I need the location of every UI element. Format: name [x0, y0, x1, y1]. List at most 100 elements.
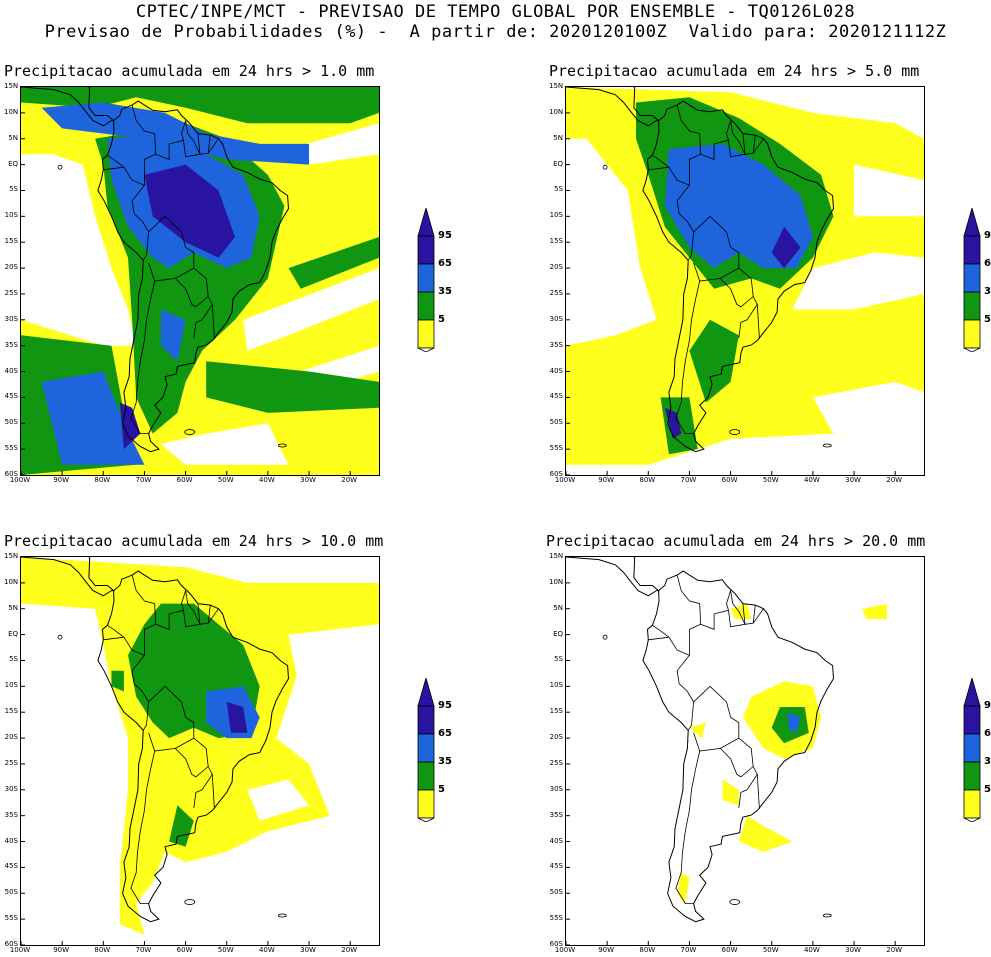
lon-tick-label: 80W [639, 476, 656, 484]
prob-area-0 [243, 268, 379, 351]
country-border [175, 267, 209, 308]
galapagos [602, 164, 608, 170]
lat-tick-label: 15N [4, 82, 19, 90]
country-border [199, 605, 211, 625]
colorbar-bottom-arrow [417, 347, 435, 352]
country-border [103, 636, 124, 641]
country-border [130, 280, 156, 435]
colorbar-segment [417, 789, 435, 819]
colorbar-bottom-arrow [963, 347, 981, 352]
prob-area-35 [169, 805, 194, 847]
lon-tick-label: 70W [680, 476, 697, 484]
galapagos [602, 634, 608, 640]
colorbar-label: 95 [984, 700, 991, 711]
lat-tick-label: 20S [4, 263, 18, 272]
country-border [652, 104, 702, 186]
lat-tick-label: 35S [4, 810, 18, 819]
central-america-coast [566, 87, 660, 127]
prob-area-95 [771, 226, 801, 269]
colorbar-label: 65 [984, 728, 991, 739]
colorbar-segment [963, 291, 981, 321]
lat-tick-label: 45S [549, 392, 563, 401]
lat-tick-label: 40S [4, 836, 18, 845]
lon-tick-label: 30W [300, 946, 316, 954]
panel-4-colorbar: 95 65 35 5 [962, 678, 991, 822]
panel-1-colorbar: 95 65 35 5 [416, 208, 456, 352]
colorbar-bottom-arrow [963, 817, 981, 822]
lat-tick-label: 25S [549, 758, 563, 767]
country-border [103, 166, 124, 171]
lon-tick-label: 40W [258, 946, 275, 954]
prob-area-5 [738, 815, 793, 852]
lat-tick-label: 60S [4, 940, 18, 948]
figure-title-line1: CPTEC/INPE/MCT - PREVISAO DE TEMPO GLOBA… [135, 2, 856, 22]
lat-tick-label: 15N [549, 552, 564, 560]
colorbar-label: 95 [984, 230, 991, 241]
figure-title-line2: Previsao de Probabilidades (%) - A parti… [44, 22, 947, 42]
prob-area-95 [226, 701, 248, 733]
colorbar-label: 65 [438, 258, 452, 269]
central-america-coast [566, 557, 660, 597]
country-border [197, 603, 201, 625]
lon-tick-label: 90W [53, 476, 70, 484]
country-border [752, 138, 764, 154]
lat-tick-label: 50S [549, 888, 563, 897]
prob-area-0 [21, 154, 137, 346]
colorbar-top-arrow [417, 678, 435, 707]
prob-area-0 [812, 381, 924, 434]
country-border [130, 750, 156, 905]
lon-tick-label: 60W [176, 946, 193, 954]
lon-tick-label: 50W [217, 946, 234, 954]
colorbar-label: 5 [438, 784, 445, 795]
prob-area-35 [21, 87, 379, 124]
lon-tick-label: 90W [598, 946, 615, 954]
lon-tick-label: 70W [135, 946, 152, 954]
lon-tick-label: 50W [762, 476, 779, 484]
lat-tick-label: 55S [4, 914, 18, 923]
country-border [756, 304, 760, 339]
colorbar-segment [417, 705, 435, 735]
colorbar-label: 35 [438, 756, 452, 767]
lon-tick-label: 100W [9, 476, 31, 484]
prob-area-5 [722, 779, 739, 806]
colorbar-label: 5 [984, 784, 991, 795]
lon-tick-label: 30W [845, 946, 861, 954]
country-border [676, 655, 695, 731]
galapagos [57, 164, 63, 170]
country-border [207, 608, 219, 624]
lat-tick-label: 55S [549, 914, 563, 923]
colorbar-segment [417, 263, 435, 293]
country-border [728, 590, 746, 628]
lon-tick-label: 100W [554, 946, 576, 954]
falkland-islands [184, 429, 196, 435]
falkland-islands [729, 899, 741, 905]
lon-tick-label: 50W [762, 946, 779, 954]
country-border [700, 590, 731, 630]
country-border [738, 296, 758, 338]
lon-tick-label: 60W [721, 946, 738, 954]
country-border [744, 605, 756, 625]
colorbar-label: 65 [438, 728, 452, 739]
lon-tick-label: 60W [176, 476, 193, 484]
lon-tick-label: 30W [845, 476, 861, 484]
country-border [752, 608, 764, 624]
colorbar-segment [963, 319, 981, 349]
falkland-islands [729, 429, 741, 435]
panel-1-map [20, 86, 380, 476]
panel-3-colorbar: 95 65 35 5 [416, 678, 456, 822]
lat-tick-label: 10N [549, 107, 564, 116]
prob-area-65 [41, 102, 309, 165]
continent-outline [97, 570, 290, 923]
lon-tick-label: 70W [680, 946, 697, 954]
country-border [211, 774, 215, 809]
lat-tick-label: EQ [8, 159, 18, 168]
lon-tick-label: 80W [94, 476, 111, 484]
country-border [211, 304, 215, 339]
colorbar-segment [417, 761, 435, 791]
country-border [148, 685, 195, 752]
country-border [148, 215, 195, 282]
country-border [107, 104, 157, 186]
lat-tick-label: 5S [554, 655, 563, 664]
lon-tick-label: 20W [886, 946, 903, 954]
lat-tick-label: 15S [549, 707, 563, 716]
